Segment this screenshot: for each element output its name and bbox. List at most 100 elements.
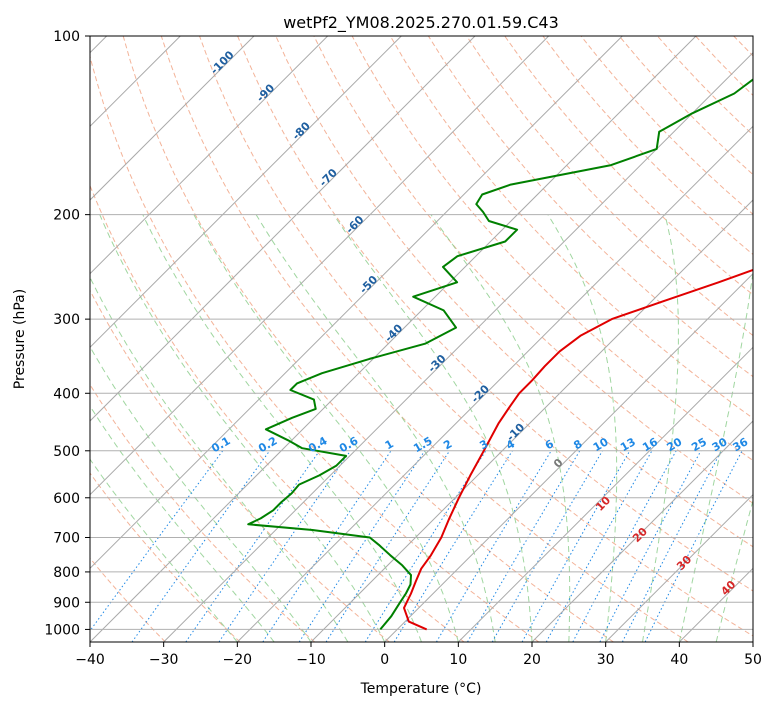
- mixing-ratio-label: 1: [383, 437, 396, 452]
- mixing-ratio-line: [435, 450, 552, 642]
- y-tick-label: 900: [53, 595, 80, 611]
- y-axis-label: Pressure (hPa): [12, 289, 28, 389]
- isotherm-line: [457, 346, 753, 642]
- sounding-profiles: [247, 78, 753, 631]
- isotherm-line: [384, 272, 753, 642]
- dry-adiabat-line: [695, 36, 753, 97]
- x-tick-label: 0: [380, 652, 389, 668]
- mixing-ratio-line: [644, 450, 743, 642]
- moist-adiabat-line: [193, 214, 459, 642]
- mixing-ratio-label: 6: [543, 437, 556, 452]
- dry-adiabat-line: [90, 184, 465, 642]
- moist-adiabat-line: [547, 214, 618, 642]
- isotherm-line: [90, 36, 697, 642]
- x-tick-label: 50: [744, 652, 762, 668]
- x-tick-label: 10: [449, 652, 467, 668]
- background-lines: [90, 36, 753, 642]
- mixing-ratio-label: 10: [591, 435, 611, 454]
- isotherm-label: -90: [254, 81, 277, 104]
- x-tick-label: −20: [223, 652, 253, 668]
- dry-adiabat-line: [427, 36, 753, 378]
- moist-adiabat-label: 40: [718, 578, 738, 598]
- mixing-ratio-line: [545, 450, 653, 642]
- moist-adiabat-line: [678, 267, 753, 642]
- isotherm-line: [310, 199, 753, 642]
- isotherm-line: [236, 125, 753, 642]
- mixing-ratio-label: 0.2: [256, 434, 279, 455]
- moist-adiabat-line: [642, 214, 679, 642]
- isotherm-label: -70: [317, 166, 340, 189]
- x-tick-label: −40: [75, 652, 105, 668]
- isotherm-line: [678, 567, 753, 642]
- x-axis-ticks: −40 −30 −20 −10 0 10 20 30 40 50: [75, 642, 762, 668]
- dry-adiabat-line: [275, 36, 753, 548]
- dry-adiabat-line: [90, 557, 166, 642]
- mixing-ratio-label: 30: [710, 435, 730, 454]
- dry-adiabat-line: [237, 36, 753, 592]
- isotherm-label: -80: [290, 119, 313, 142]
- y-axis-ticks: 1000 900 800 700 600 500 400 300 200 100: [44, 29, 90, 638]
- mixing-ratio-line: [131, 450, 271, 642]
- dry-adiabat-line: [90, 472, 241, 642]
- x-tick-label: −30: [149, 652, 179, 668]
- isotherm-line: [90, 36, 255, 201]
- isotherm-line: [90, 36, 402, 349]
- mixing-ratio-line: [185, 450, 321, 642]
- dry-adiabat-line: [466, 36, 753, 337]
- mixing-ratio-line: [262, 450, 392, 642]
- dry-adiabat-line: [199, 36, 753, 637]
- y-tick-label: 800: [53, 565, 80, 581]
- x-tick-label: 20: [523, 652, 541, 668]
- dry-adiabat-line: [351, 36, 753, 462]
- mixing-ratio-line: [572, 450, 677, 642]
- isotherm-label: -60: [343, 213, 366, 236]
- mixing-ratio-line: [599, 450, 702, 642]
- isotherm-line: [90, 36, 476, 422]
- dry-adiabat-line: [313, 36, 753, 504]
- dry-adiabat-line: [389, 36, 753, 419]
- moist-adiabat-line: [90, 458, 238, 642]
- mixing-ratio-line: [218, 450, 351, 642]
- mixing-ratio-line: [621, 450, 722, 642]
- chart-title: wetPf2_YM08.2025.270.01.59.C43: [283, 13, 559, 33]
- moist-adiabat-line: [430, 214, 571, 642]
- dewpoint-line: [247, 78, 753, 631]
- moist-adiabat-line: [90, 405, 275, 642]
- isotherm-line: [90, 36, 623, 570]
- moist-adiabat-line: [99, 214, 386, 642]
- dry-adiabat-line: [657, 36, 753, 136]
- y-tick-label: 100: [53, 29, 80, 45]
- dry-adiabat-line: [90, 383, 316, 642]
- isotherm-line: [531, 420, 753, 642]
- isotherm-label: -100: [208, 48, 237, 77]
- mixing-ratio-line: [325, 450, 451, 642]
- dry-adiabat-line: [90, 289, 390, 642]
- y-tick-label: 500: [53, 444, 80, 460]
- mixing-ratio-line: [364, 450, 487, 642]
- dry-adiabat-line: [160, 36, 689, 642]
- mixing-ratio-line: [298, 450, 426, 642]
- isotherm-label: -30: [425, 352, 448, 375]
- y-tick-label: 400: [53, 386, 80, 402]
- plot-frame: [89, 35, 754, 643]
- temperature-line: [403, 268, 753, 631]
- dry-adiabat-line: [90, 54, 540, 642]
- mixing-ratio-line: [90, 450, 224, 632]
- mixing-ratio-label: 2: [441, 437, 454, 452]
- y-tick-label: 200: [53, 208, 80, 224]
- dry-adiabat-line: [122, 36, 614, 642]
- x-tick-label: 40: [670, 652, 688, 668]
- x-axis-label: Temperature (°C): [360, 681, 482, 697]
- moist-adiabat-line: [333, 214, 533, 642]
- mixing-ratio-label: 13: [618, 435, 638, 454]
- mixing-ratio-label: 36: [730, 435, 750, 454]
- isotherm-line: [90, 36, 550, 496]
- y-tick-label: 600: [53, 491, 80, 507]
- isotherm-line: [90, 36, 329, 275]
- moist-adiabat-label: 10: [593, 493, 613, 513]
- isotherm-line: [605, 493, 753, 642]
- mixing-ratio-label: 16: [640, 435, 660, 454]
- dry-adiabat-line: [504, 36, 753, 296]
- pressure-gridlines: [90, 36, 753, 630]
